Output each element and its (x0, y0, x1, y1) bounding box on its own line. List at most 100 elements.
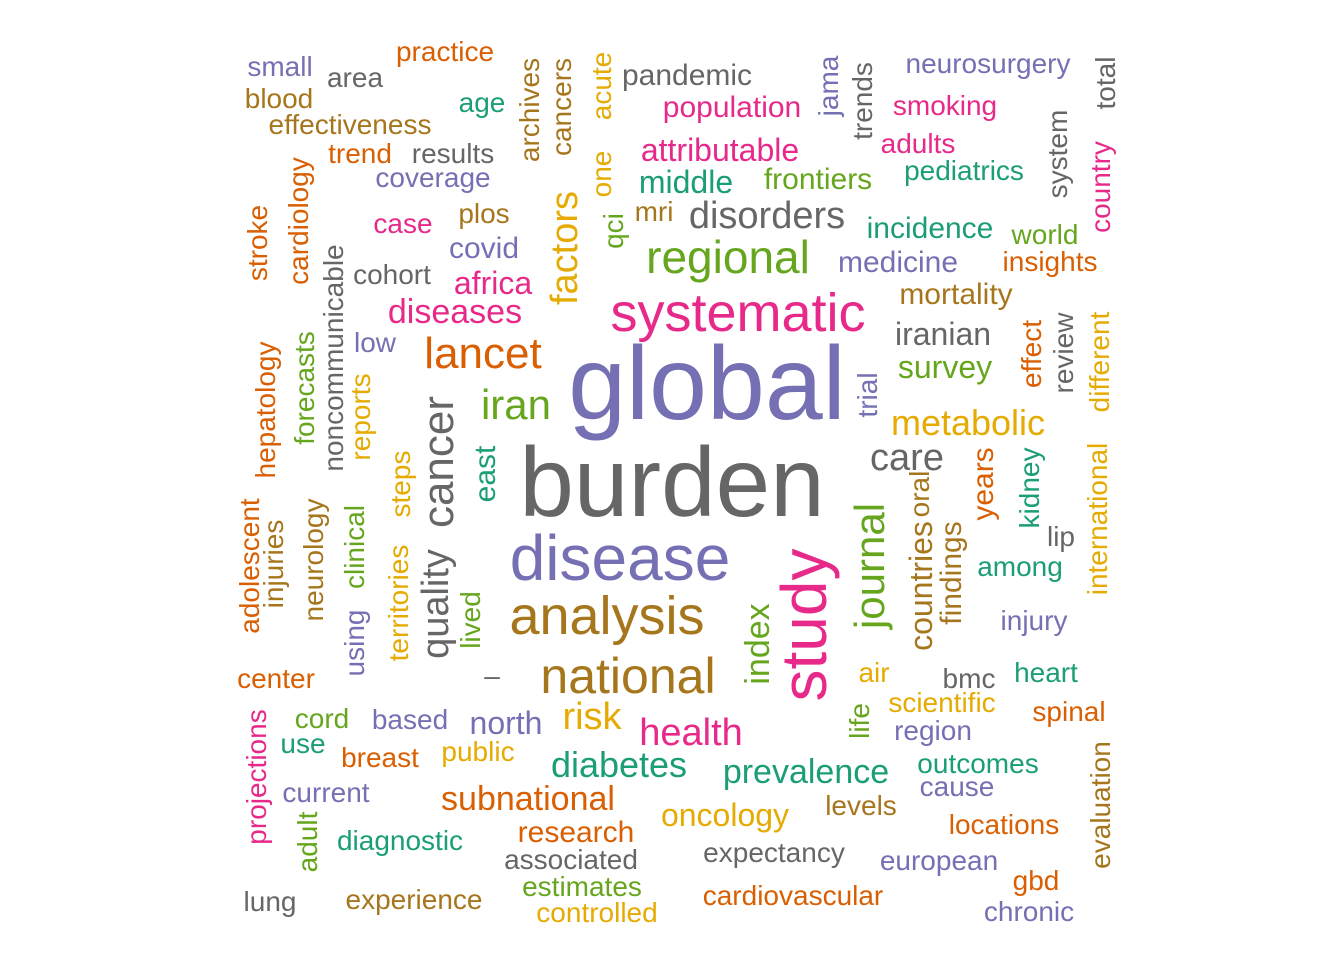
word-acute: acute (586, 51, 617, 121)
word-projections: projections (241, 709, 272, 845)
word-public: public (441, 736, 515, 767)
word-pediatrics: pediatrics (904, 155, 1024, 186)
word-risk: risk (562, 696, 622, 738)
word-outcomes: outcomes (917, 748, 1039, 779)
word-care: care (870, 437, 944, 479)
word-iranian: iranian (894, 316, 992, 352)
word-case: case (373, 208, 433, 239)
word-survey: survey (897, 349, 993, 385)
word-trend: trend (328, 138, 392, 169)
word-coverage: coverage (375, 162, 491, 193)
word-mortality: mortality (899, 278, 1013, 311)
word-spinal: spinal (1032, 696, 1106, 727)
word-system: system (1042, 109, 1073, 199)
word-chronic: chronic (983, 896, 1075, 927)
word-study: study (768, 548, 840, 702)
word-systematic: systematic (610, 283, 866, 343)
word-one: one (586, 150, 617, 198)
word-cord: cord (294, 703, 350, 734)
word-diagnostic: diagnostic (336, 825, 464, 856)
word-africa: africa (453, 265, 533, 301)
word-cause: cause (919, 771, 995, 802)
word-cancer: cancer (414, 395, 463, 529)
word-research: research (517, 816, 635, 849)
word-total: total (1090, 56, 1121, 110)
word-european: european (879, 845, 999, 876)
word-air: air (858, 657, 890, 688)
word-small: small (247, 51, 313, 82)
word-diseases: diseases (387, 293, 523, 331)
word-reports: reports (345, 373, 376, 461)
word-trends: trends (847, 62, 878, 140)
word-pandemic: pandemic (621, 59, 753, 92)
word-health: health (639, 712, 743, 754)
word-scientific: scientific (888, 687, 996, 718)
word-age: age (458, 87, 506, 118)
word-archives: archives (514, 57, 545, 163)
word-middle: middle (638, 164, 734, 200)
word-insights: insights (1002, 246, 1098, 277)
word-center: center (237, 663, 315, 694)
word-breast: breast (341, 742, 419, 773)
word-jama: jama (813, 55, 844, 117)
word-burden: burden (519, 427, 825, 537)
word-effect: effect (1016, 320, 1047, 388)
word-east: east (469, 445, 502, 503)
word-north: north (469, 705, 543, 741)
word-quality: quality (415, 549, 457, 659)
word-adults: adults (880, 128, 956, 159)
word-country: country (1085, 141, 1116, 233)
word-disorders: disorders (688, 195, 846, 237)
word-different: different (1084, 311, 1115, 413)
word-experience: experience (345, 884, 483, 915)
word-dash: – (484, 660, 500, 691)
word-cancers: cancers (546, 57, 577, 157)
word-attributable: attributable (640, 132, 800, 168)
word-lancet: lancet (424, 329, 542, 378)
word-using: using (339, 609, 370, 677)
word-lung: lung (243, 886, 297, 917)
word-levels: levels (825, 790, 897, 821)
word-controlled: controlled (536, 897, 658, 928)
word-incidence: incidence (866, 212, 994, 245)
word-countries: countries (903, 521, 939, 651)
word-effectiveness: effectiveness (268, 109, 432, 140)
word-frontiers: frontiers (763, 163, 873, 196)
word-lip: lip (1046, 521, 1076, 552)
word-blood: blood (244, 83, 314, 114)
word-prevalence: prevalence (722, 753, 890, 791)
word-heart: heart (1014, 657, 1078, 688)
word-national: national (540, 648, 716, 704)
word-among: among (977, 551, 1063, 582)
word-qci: qci (598, 213, 629, 249)
word-disease: disease (509, 522, 731, 594)
word-based: based (371, 704, 449, 735)
word-neurology: neurology (298, 498, 329, 622)
word-findings: findings (935, 521, 968, 625)
word-trial: trial (852, 372, 883, 418)
word-medicine: medicine (837, 246, 959, 279)
word-hepatology: hepatology (250, 341, 281, 479)
word-region: region (894, 715, 972, 746)
word-factors: factors (544, 190, 586, 306)
word-cardiology: cardiology (283, 157, 314, 285)
word-kidney: kidney (1014, 447, 1045, 529)
word-cohort: cohort (353, 259, 431, 290)
word-area: area (326, 62, 384, 93)
word-noncommunicable: noncommunicable (318, 244, 349, 472)
word-locations: locations (948, 809, 1060, 840)
word-oral: oral (904, 470, 935, 518)
word-international: international (1082, 442, 1113, 596)
word-results: results (411, 138, 495, 169)
word-smoking: smoking (892, 90, 998, 121)
word-stroke: stroke (242, 204, 273, 282)
word-low: low (353, 327, 397, 358)
word-review: review (1048, 312, 1079, 394)
word-injury: injury (1000, 605, 1068, 636)
word-neurosurgery: neurosurgery (905, 48, 1071, 79)
word-expectancy: expectancy (703, 837, 845, 868)
word-covid: covid (448, 232, 520, 265)
word-forecasts: forecasts (289, 331, 320, 445)
word-practice: practice (395, 36, 495, 67)
